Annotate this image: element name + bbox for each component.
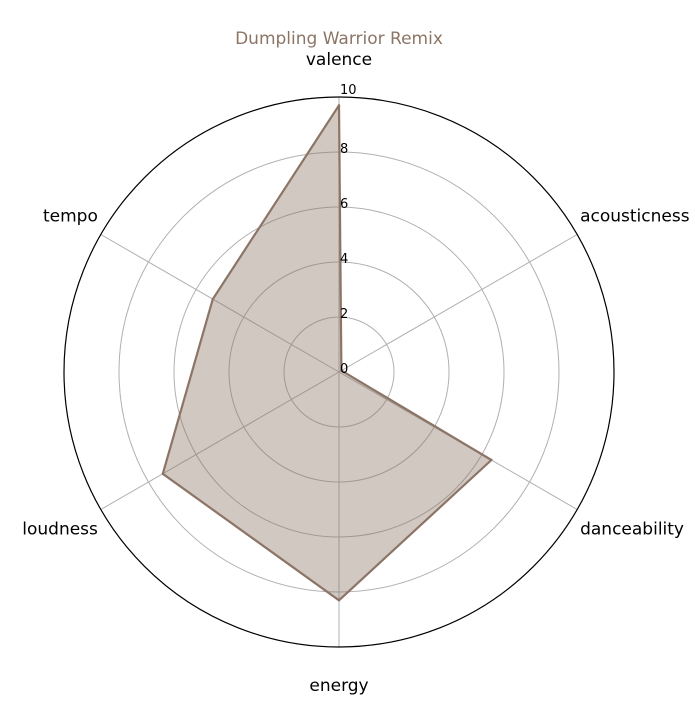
tick-label-0: 0	[340, 362, 348, 377]
axis-label-acousticness: acousticness	[580, 207, 690, 227]
tick-label-8: 8	[340, 142, 348, 157]
data-point-loudness	[161, 472, 164, 475]
data-point-tempo	[211, 297, 214, 301]
spoke-loudness	[100, 371, 340, 510]
chart-grid	[63, 96, 615, 648]
axis-labels: valence acousticness danceability energy lou…	[22, 50, 689, 696]
data-point-valence	[337, 104, 341, 107]
tick-label-6: 6	[340, 197, 348, 212]
tick-labels: 0 2 4 6 8 10	[340, 83, 357, 377]
chart-title: Dumpling Warrior Remix	[235, 29, 443, 49]
tick-label-4: 4	[340, 252, 348, 267]
data-point-acousticness	[340, 369, 343, 372]
spoke-acousticness	[338, 234, 578, 373]
axis-label-valence: valence	[306, 50, 372, 70]
axis-label-energy: energy	[309, 676, 368, 696]
axis-label-loudness: loudness	[22, 520, 98, 540]
axis-label-tempo: tempo	[43, 207, 98, 227]
data-point-energy	[337, 599, 341, 602]
axis-label-danceability: danceability	[580, 520, 684, 540]
series-fill-0	[162, 105, 492, 601]
tick-label-2: 2	[340, 307, 348, 322]
series-layer	[161, 104, 493, 602]
tick-label-10: 10	[340, 83, 357, 98]
spoke-tempo	[100, 234, 340, 373]
data-point-danceability	[490, 458, 493, 462]
outer-frame	[63, 96, 615, 648]
